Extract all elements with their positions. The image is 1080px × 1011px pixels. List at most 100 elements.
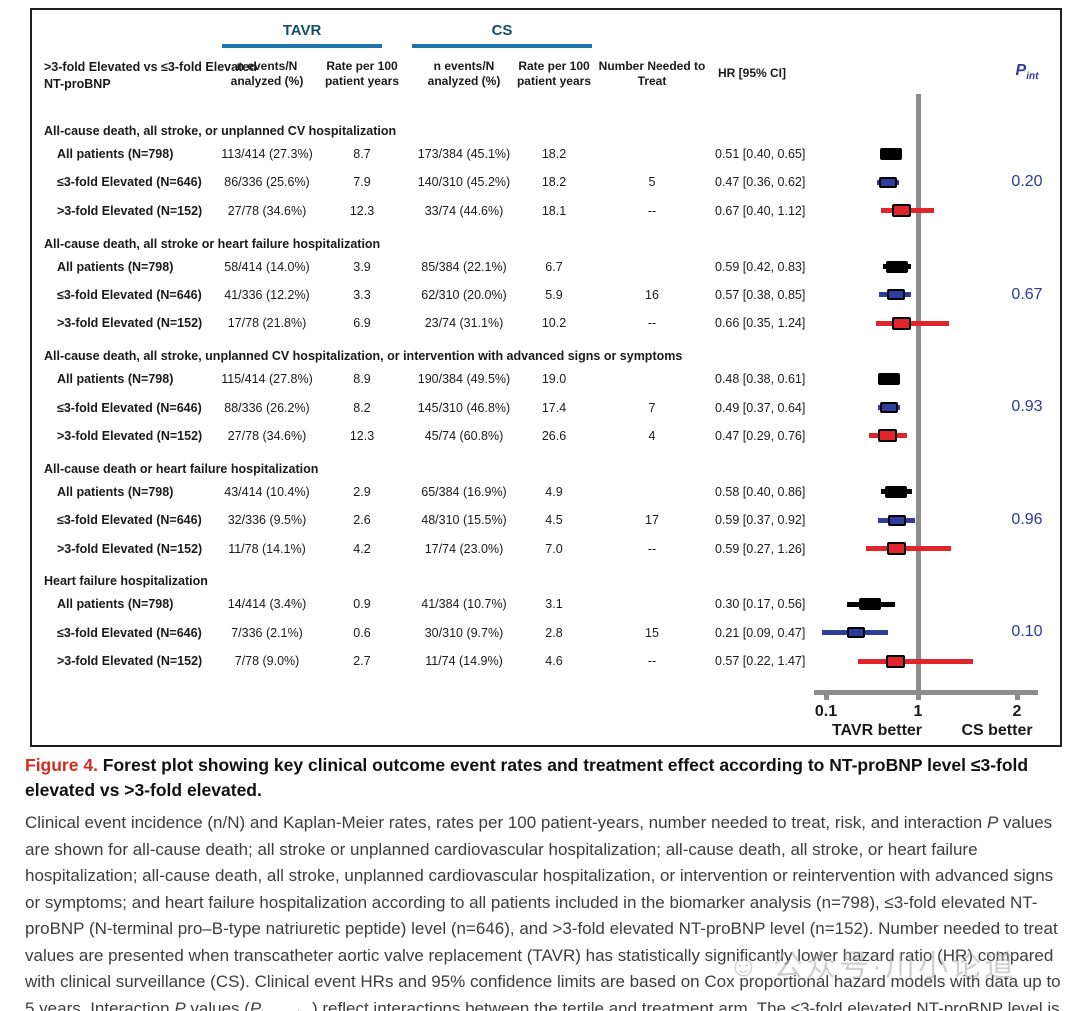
caption-text-segment: P	[249, 998, 262, 1011]
cs-rate: 4.6	[545, 654, 563, 669]
section-title: All-cause death, all stroke or heart fai…	[44, 236, 381, 251]
nnt-value	[612, 590, 692, 618]
nnt-value	[612, 253, 692, 281]
row-header-line2: NT-proBNP	[44, 77, 111, 91]
cs-rate: 4.5	[545, 513, 563, 528]
row-label: ≤3-fold Elevated (N=646)	[57, 400, 202, 415]
nnt-value: --	[647, 316, 657, 331]
tavr-n-events: 88/336 (26.2%)	[224, 400, 310, 415]
tavr-n-events: 113/414 (27.3%)	[221, 147, 313, 161]
row-label: ≤3-fold Elevated (N=646)	[57, 175, 202, 190]
table-row: >3-fold Elevated (N=152) 7/78 (9.0%) 2.7 11…	[32, 647, 1060, 675]
caption-text-segment: interaction	[261, 1009, 312, 1011]
cs-group-header: CS	[491, 22, 513, 39]
tavr-n-events: 43/414 (10.4%)	[224, 484, 310, 499]
cs-rate: 6.7	[545, 259, 563, 274]
axis-tick-label-2: 2	[1012, 703, 1022, 720]
section-title: Heart failure hospitalization	[44, 574, 208, 589]
tavr-rate: 2.9	[353, 484, 371, 499]
section-title: All-cause death, all stroke, or unplanne…	[44, 124, 397, 138]
hr-ci-text: 0.57 [0.38, 0.85]	[715, 287, 806, 302]
caption-text-segment: P	[986, 813, 999, 832]
table-row: ≤3-fold Elevated (N=646) 88/336 (26.2%) 8.…	[32, 394, 1060, 422]
hr-ci-text: 0.59 [0.27, 1.26]	[715, 541, 806, 556]
watermark-text: 公众号·川小论道	[772, 950, 1017, 983]
cs-n-events: 48/310 (15.5%)	[421, 513, 507, 528]
axis-tick-0-1	[824, 690, 829, 700]
tavr-n-events: 27/78 (34.6%)	[227, 428, 307, 443]
table-row: All patients (N=798) 113/414 (27.3%) 8.7 17…	[32, 140, 1060, 168]
row-label: ≤3-fold Elevated (N=646)	[57, 287, 202, 302]
hr-point-marker	[892, 204, 912, 218]
hr-ci-text: 0.59 [0.42, 0.83]	[715, 259, 806, 274]
cs-n-events: 62/310 (20.0%)	[421, 287, 507, 302]
tavr-n-events: 27/78 (34.6%)	[227, 203, 307, 218]
tavr-n-events: 58/414 (14.0%)	[224, 259, 310, 274]
tavr-n-events: 41/336 (12.2%)	[224, 287, 310, 302]
caption-text-segment: values (	[185, 998, 250, 1011]
row-label: All patients (N=798)	[57, 259, 174, 274]
tavr-n-events: 17/78 (21.8%)	[227, 316, 307, 331]
nnt-value: --	[647, 541, 657, 556]
cs-n-events: 85/384 (22.1%)	[421, 259, 507, 274]
axis-tick-1	[916, 690, 921, 700]
hr-ci-text: 0.58 [0.40, 0.86]	[715, 484, 806, 499]
hr-ci-text: 0.47 [0.36, 0.62]	[715, 175, 806, 190]
tavr-n-events: 32/336 (9.5%)	[227, 513, 307, 528]
outcome-section: All-cause death or heart failure hospita…	[32, 458, 1060, 570]
hr-ci-text: 0.67 [0.40, 1.12]	[715, 203, 806, 218]
hr-point-marker	[880, 148, 903, 160]
hr-point-marker	[886, 654, 906, 668]
cs-n-events: 11/74 (14.9%)	[425, 654, 503, 669]
row-label: >3-fold Elevated (N=152)	[57, 541, 203, 556]
table-row: >3-fold Elevated (N=152) 17/78 (21.8%) 6.9…	[32, 309, 1060, 337]
hr-reference-line	[916, 94, 921, 692]
outcome-section: All-cause death, all stroke, unplanned C…	[32, 345, 1060, 457]
tavr-rate: 8.7	[353, 147, 371, 161]
table-row: ≤3-fold Elevated (N=646) 7/336 (2.1%) 0.6 3…	[32, 619, 1060, 647]
cs-n-events: 41/384 (10.7%)	[421, 597, 507, 612]
caption-body: Clinical event incidence (n/N) and Kapla…	[25, 810, 1065, 1011]
forest-plot-panel: TAVR CS >3-fold Elevated vs ≤3-fold Elev…	[30, 8, 1062, 747]
ci-line	[876, 320, 949, 326]
hr-point-marker	[877, 373, 900, 386]
hr-point-marker	[891, 316, 911, 330]
cs-n-events: 45/74 (60.8%)	[424, 428, 504, 443]
ci-line	[865, 546, 951, 552]
cs-rate: 2.8	[545, 625, 563, 640]
hr-point-marker	[878, 176, 897, 188]
col-header-cs-nevents: n events/N analyzed (%)	[427, 59, 501, 88]
cs-n-events: 30/310 (9.7%)	[424, 625, 504, 640]
col-header-tavr-rate: Rate per 100 patient years	[324, 59, 400, 88]
row-header-line1: >3-fold Elevated vs ≤3-fold Elevated	[44, 60, 257, 74]
watermark-face-icon: ☺	[728, 950, 762, 983]
ci-line	[857, 658, 974, 664]
table-row: All patients (N=798) 14/414 (3.4%) 0.9 41/3…	[32, 590, 1060, 618]
tavr-group-underline	[222, 44, 382, 48]
tavr-rate: 4.2	[353, 541, 371, 556]
hr-ci-text: 0.48 [0.38, 0.61]	[715, 372, 806, 387]
axis-tick-2	[1015, 690, 1020, 700]
watermark: ☺ 公众号·川小论道	[728, 941, 1017, 985]
cs-n-events: 145/310 (46.8%)	[417, 400, 511, 415]
table-row: All patients (N=798) 43/414 (10.4%) 2.9 65/…	[32, 478, 1060, 506]
tavr-n-events: 7/78 (9.0%)	[234, 654, 300, 669]
hr-ci-text: 0.21 [0.09, 0.47]	[715, 625, 806, 640]
caption-text-segment: Clinical event incidence (n/N) and Kapla…	[25, 813, 987, 832]
axis-tick-label-1: 1	[913, 703, 923, 720]
row-label: All patients (N=798)	[57, 147, 174, 161]
table-row: >3-fold Elevated (N=152) 27/78 (34.6%) 12.…	[32, 197, 1060, 225]
axis-label-cs-better: CS better	[961, 722, 1033, 739]
hr-point-marker	[886, 289, 905, 301]
caption-text-segment: values are shown for all-cause death; al…	[25, 813, 1061, 1011]
cs-n-events: 190/384 (49.5%)	[417, 372, 511, 387]
hr-ci-text: 0.57 [0.22, 1.47]	[715, 654, 806, 669]
p-interaction-value: 0.20	[1011, 173, 1043, 190]
nnt-value	[612, 140, 692, 168]
row-label: >3-fold Elevated (N=152)	[57, 428, 203, 443]
nnt-value	[612, 478, 692, 506]
hr-point-marker	[887, 514, 906, 526]
tavr-rate: 8.9	[353, 372, 371, 387]
p-interaction-value: 0.96	[1011, 510, 1043, 528]
tavr-rate: 0.9	[353, 597, 371, 612]
